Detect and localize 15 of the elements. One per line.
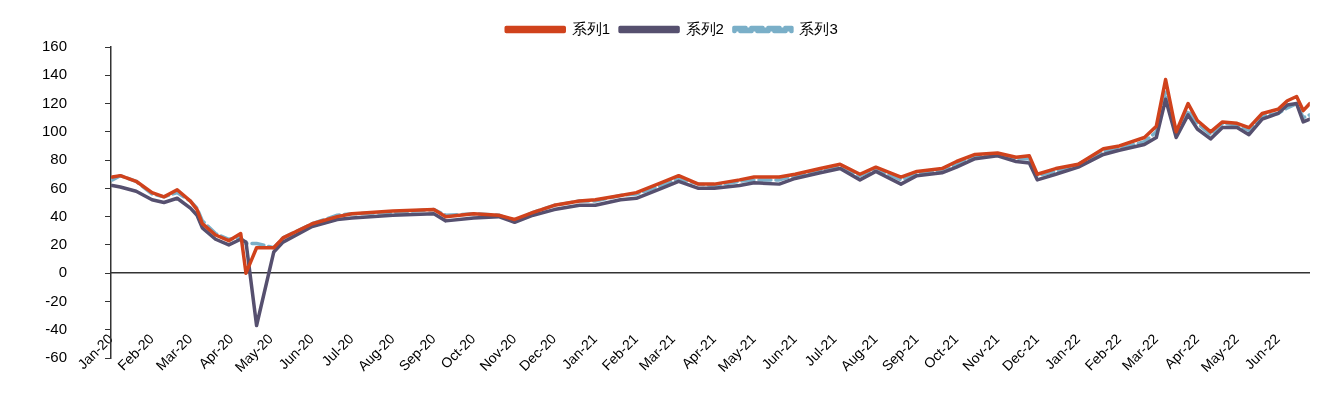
y-tick-label: 60	[50, 178, 68, 196]
y-tick-label: 160	[42, 37, 68, 55]
y-tick-label: -20	[45, 291, 68, 309]
y-tick-label: 80	[50, 150, 68, 168]
y-tick-label: 120	[42, 93, 68, 111]
legend-label: 系列1	[571, 19, 611, 37]
y-tick-label: 0	[58, 263, 68, 281]
y-tick-label: 140	[42, 65, 68, 83]
y-tick-label: -40	[45, 319, 68, 337]
legend-label: 系列3	[799, 19, 838, 37]
y-tick-label: -60	[45, 348, 68, 366]
y-tick-label: 20	[50, 235, 68, 253]
y-tick-label: 40	[50, 206, 68, 224]
y-tick-label: 100	[42, 121, 68, 139]
legend-label: 系列2	[685, 19, 724, 37]
